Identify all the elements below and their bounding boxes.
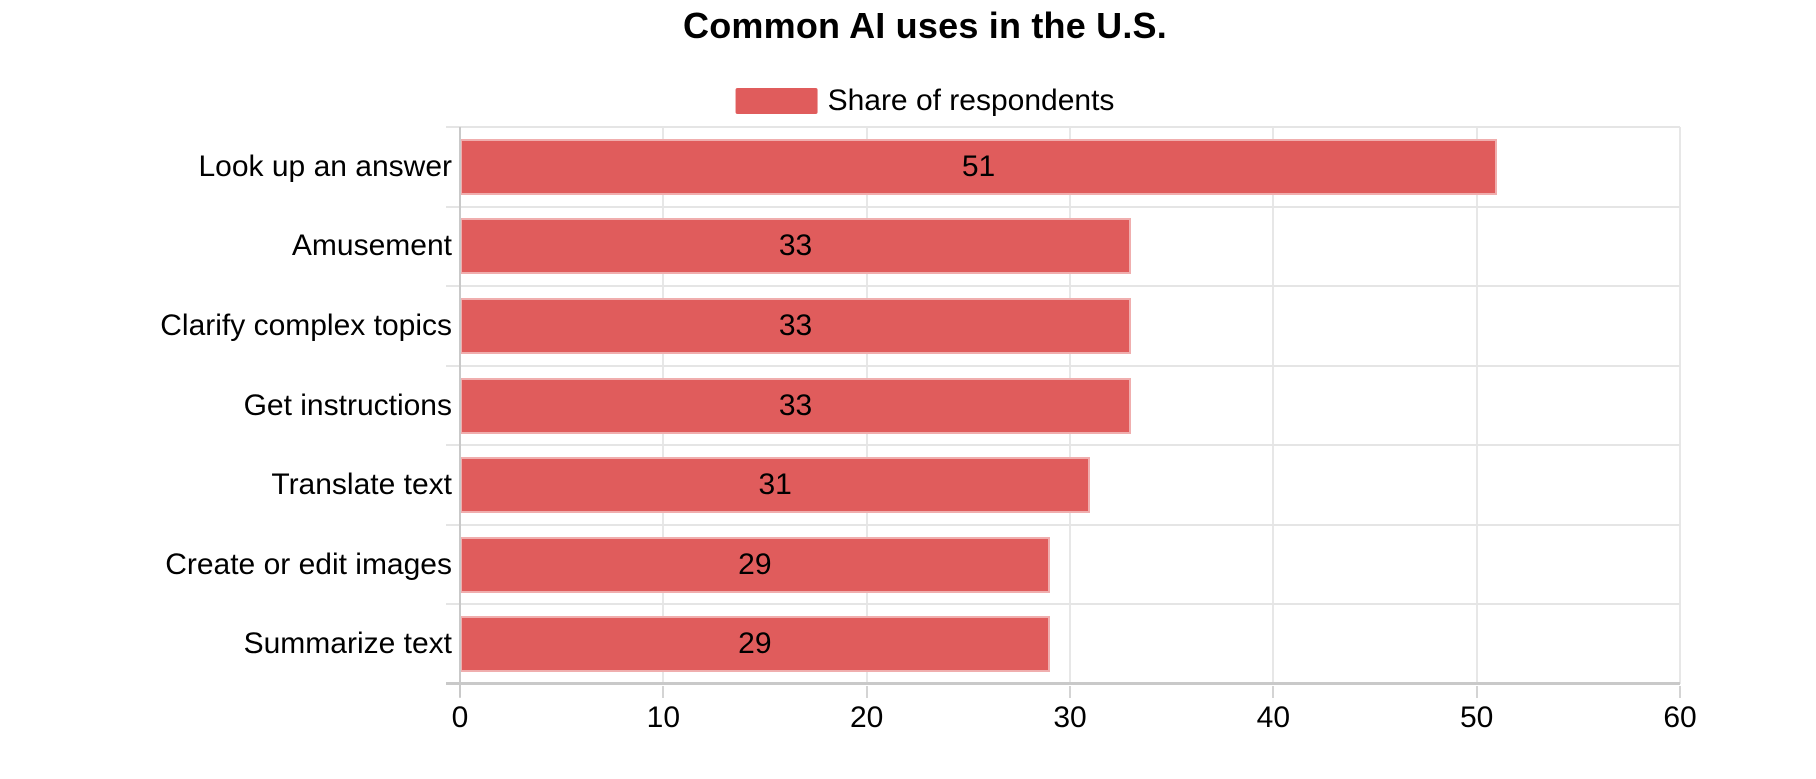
x-tick-label: 10 xyxy=(646,701,681,734)
bar[interactable]: 51 xyxy=(460,138,1497,195)
category-label: Get instructions xyxy=(243,388,452,422)
category-label: Look up an answer xyxy=(198,149,452,183)
plot-area: 51 33 33 33 31 29 29 xyxy=(446,126,1681,698)
category-label: Amusement xyxy=(291,229,452,263)
x-axis-tick xyxy=(865,686,868,698)
x-tick-label: 20 xyxy=(849,701,884,734)
h-gridline xyxy=(446,126,1680,128)
category-label: Create or edit images xyxy=(165,547,452,581)
bar[interactable]: 33 xyxy=(460,297,1131,354)
x-tick-label: 30 xyxy=(1053,701,1087,734)
x-axis-tick xyxy=(1679,686,1681,698)
bar[interactable]: 33 xyxy=(460,218,1131,275)
legend-label: Share of respondents xyxy=(827,84,1115,117)
category-label: Summarize text xyxy=(243,627,452,661)
bar[interactable]: 29 xyxy=(460,616,1050,673)
h-gridline xyxy=(446,444,1680,447)
x-axis-tick xyxy=(662,686,665,698)
x-tick-label: 60 xyxy=(1663,701,1697,734)
x-axis-tick xyxy=(1069,686,1071,698)
category-label: Clarify complex topics xyxy=(160,308,452,342)
x-axis-tick xyxy=(1475,686,1478,698)
bar-value-label: 29 xyxy=(738,627,772,661)
h-gridline xyxy=(446,364,1680,367)
x-axis-line xyxy=(446,682,1680,685)
v-gridline xyxy=(1272,127,1275,684)
legend-swatch xyxy=(735,88,818,114)
bar[interactable]: 33 xyxy=(460,377,1131,434)
bar[interactable]: 31 xyxy=(460,457,1091,514)
chart-title: Common AI uses in the U.S. xyxy=(683,5,1167,46)
category-label: Translate text xyxy=(271,468,452,502)
y-axis-line xyxy=(459,127,461,697)
x-tick-label: 40 xyxy=(1256,701,1291,734)
x-tick-label: 0 xyxy=(451,701,469,734)
bar-value-label: 33 xyxy=(778,229,813,263)
bar-value-label: 31 xyxy=(758,468,792,502)
x-tick-label: 50 xyxy=(1459,701,1494,734)
bar-value-label: 51 xyxy=(961,149,996,183)
v-gridline xyxy=(1475,127,1478,684)
h-gridline xyxy=(446,523,1680,526)
bar[interactable]: 29 xyxy=(460,536,1050,593)
x-axis-tick xyxy=(1272,686,1275,698)
bar-value-label: 33 xyxy=(778,388,813,422)
h-gridline xyxy=(446,603,1680,606)
bar-value-label: 33 xyxy=(778,308,813,342)
legend-item[interactable]: Share of respondents xyxy=(735,84,1115,118)
h-gridline xyxy=(446,205,1680,208)
v-gridline xyxy=(1679,127,1681,684)
h-gridline xyxy=(446,285,1680,288)
bar-value-label: 29 xyxy=(738,547,772,581)
